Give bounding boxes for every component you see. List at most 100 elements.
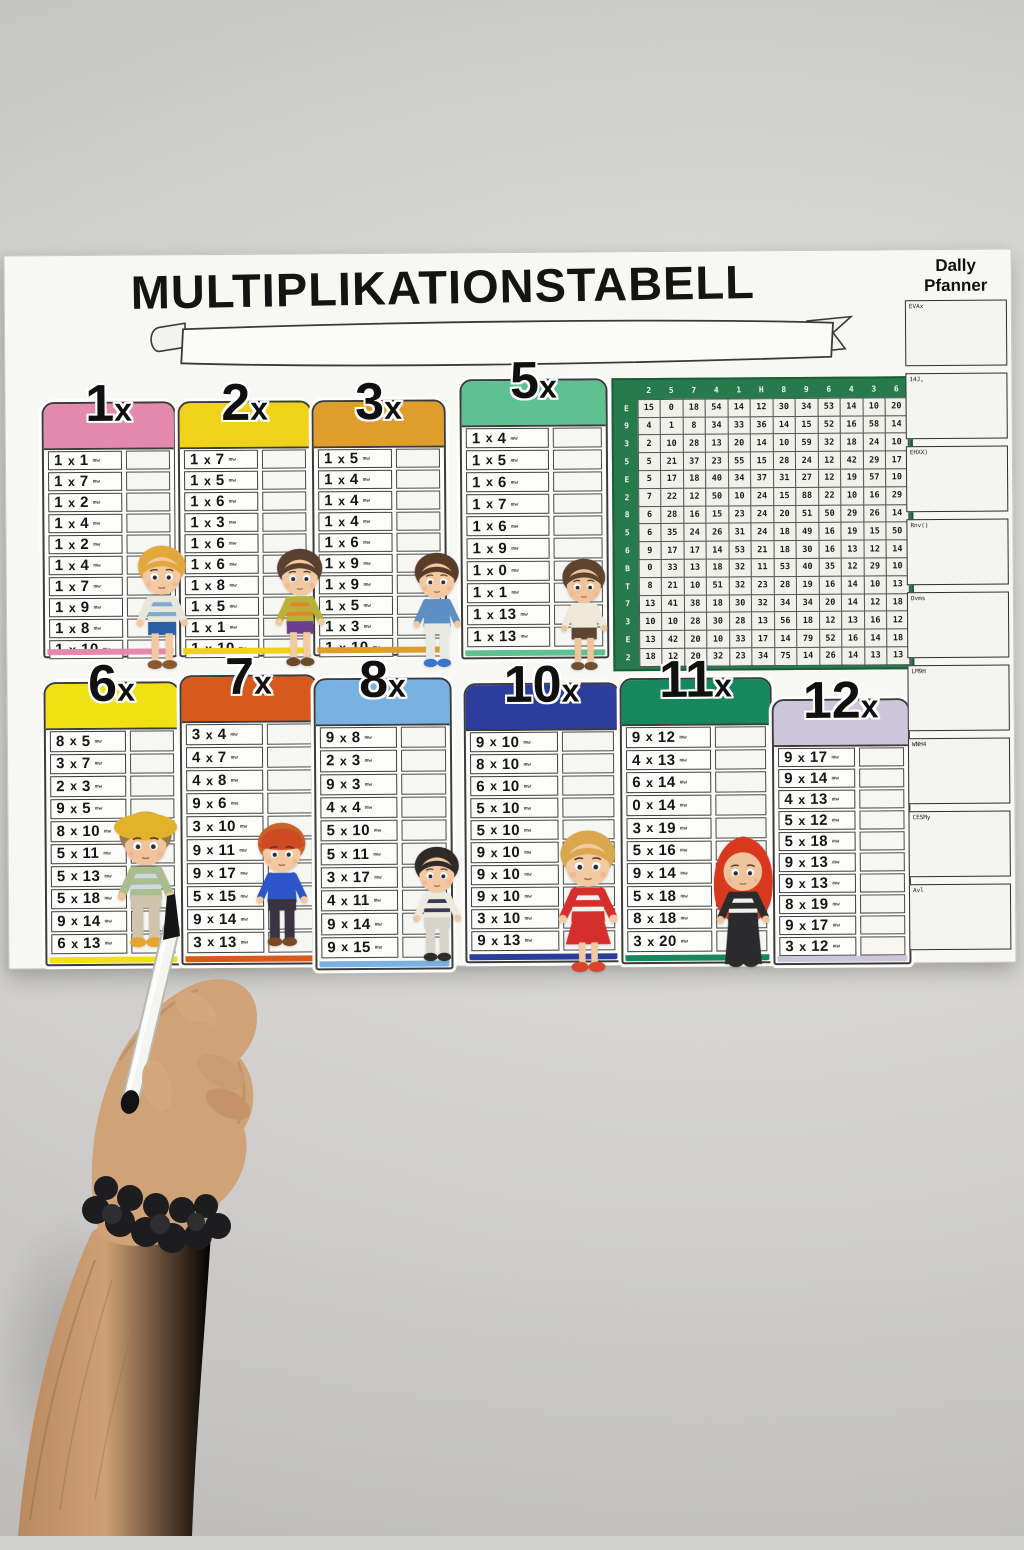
table-header-label: 2x xyxy=(220,373,270,434)
grid-cell: 13 xyxy=(638,595,662,613)
grid-cell: 21 xyxy=(751,540,774,559)
grid-cell: 13 xyxy=(841,611,865,630)
grid-row-label: 3 xyxy=(615,434,638,453)
grid-cell: 19 xyxy=(840,469,864,487)
grid-cell: 52 xyxy=(817,415,841,434)
grid-cell: 32 xyxy=(728,558,752,577)
grid-cell: 23 xyxy=(751,576,774,595)
grid-cell: 29 xyxy=(840,504,864,523)
grid-row-label: 2 xyxy=(616,488,639,507)
grid-cell: 29 xyxy=(863,557,887,576)
grid-cell: 30 xyxy=(706,612,730,631)
grid-cell: 14 xyxy=(841,646,865,665)
grid-cell: 33 xyxy=(661,559,684,578)
grid-cell: 37 xyxy=(682,452,706,471)
grid-col-header: 4 xyxy=(839,380,863,398)
grid-cell: 26 xyxy=(705,523,729,542)
table-header-tab: 11x xyxy=(621,649,770,727)
grid-cell: 7 xyxy=(638,488,661,507)
grid-cell: 35 xyxy=(818,558,842,577)
grid-cell: 51 xyxy=(706,576,729,595)
pen-cap xyxy=(120,1090,140,1114)
answer-cell xyxy=(552,427,602,448)
planner-box-label: Avl xyxy=(912,887,924,895)
grid-cell: 5 xyxy=(637,452,661,471)
grid-cell: 12 xyxy=(841,557,864,576)
grid-cell: 6 xyxy=(638,523,662,542)
character-red-hijab-girl xyxy=(700,811,785,968)
grid-col-header: 7 xyxy=(682,381,706,400)
grid-cell: 16 xyxy=(840,415,863,434)
grid-cell: 8 xyxy=(638,577,662,596)
grid-cell: 38 xyxy=(683,594,707,613)
grid-cell: 2 xyxy=(637,434,661,453)
pen-tip xyxy=(163,894,180,940)
grid-cell: 10 xyxy=(706,630,730,649)
grid-cell: 49 xyxy=(795,522,819,541)
grid-cell: 30 xyxy=(772,398,796,417)
grid-cell: 17 xyxy=(661,541,684,560)
grid-cell: 75 xyxy=(774,647,797,666)
grid-cell: 16 xyxy=(818,575,842,594)
grid-cell: 14 xyxy=(706,541,729,560)
grid-cell: 10 xyxy=(683,576,707,595)
grid-cell: 50 xyxy=(818,504,841,523)
grid-cell: 53 xyxy=(773,558,797,577)
grid-cell: 8 xyxy=(682,416,706,435)
grid-cell: 24 xyxy=(750,505,774,524)
grid-cell: 53 xyxy=(817,397,841,416)
grid-cell: 16 xyxy=(841,629,865,648)
grid-cell: 53 xyxy=(728,540,752,559)
grid-cell: 16 xyxy=(863,486,886,505)
answer-cell xyxy=(262,470,307,490)
planner-box-label: Rnv() xyxy=(910,522,929,530)
thumb xyxy=(142,1060,172,1112)
grid-cell: 34 xyxy=(728,469,751,488)
grid-cell: 22 xyxy=(660,488,684,507)
answer-cell xyxy=(859,852,905,872)
character-yellow-hat-kid xyxy=(100,771,191,948)
grid-cell: 30 xyxy=(728,594,752,613)
grid-row-label: E xyxy=(616,470,639,489)
grid-cell: 40 xyxy=(796,558,819,577)
grid-cell: 40 xyxy=(705,469,729,488)
grid-cell: 32 xyxy=(817,433,841,452)
grid-cell: 14 xyxy=(774,629,797,648)
character-boy-blue-shirt xyxy=(398,499,475,668)
grid-col-header: 6 xyxy=(817,380,841,399)
grid-cell: 18 xyxy=(706,558,729,577)
grid-cell: 10 xyxy=(728,487,751,506)
grid-cell: 56 xyxy=(774,611,797,630)
grid-col-header: 9 xyxy=(794,380,818,399)
grid-cell: 13 xyxy=(864,646,887,665)
table-header-tab: 12x xyxy=(773,670,908,748)
character-blonde-girl-red-skirt xyxy=(540,802,635,973)
grid-cell: 12 xyxy=(818,469,841,488)
planner-box-label: EHXX) xyxy=(909,449,929,457)
grid-cell: 14 xyxy=(841,593,865,612)
character-black-hair-boy xyxy=(398,779,475,962)
grid-cell: 20 xyxy=(818,593,842,612)
planner-box: CESMy xyxy=(908,810,1011,878)
